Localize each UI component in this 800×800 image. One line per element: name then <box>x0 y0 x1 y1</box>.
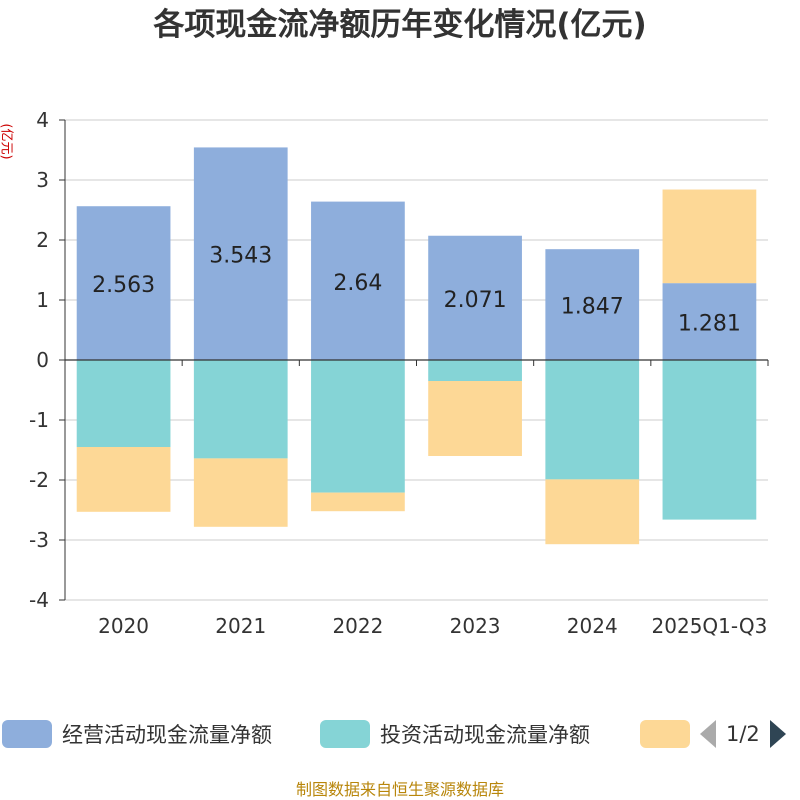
next-page-icon[interactable] <box>769 720 786 748</box>
data-label: 2.64 <box>333 271 382 296</box>
bar-segment <box>428 381 522 456</box>
x-tick-label: 2021 <box>215 614 266 638</box>
legend-swatch-financing <box>640 720 690 748</box>
legend-swatch-investing <box>320 720 370 748</box>
legend-label-operating: 经营活动现金流量净额 <box>62 723 272 747</box>
bar-segment <box>545 360 640 480</box>
data-label: 3.543 <box>209 244 272 269</box>
data-label: 1.281 <box>678 312 741 337</box>
bar-segment <box>662 189 757 284</box>
x-tick-label: 2023 <box>450 614 501 638</box>
data-label: 2.563 <box>92 273 155 298</box>
bar-segment <box>311 201 405 360</box>
x-tick-label: 2020 <box>98 614 149 638</box>
x-tick-label: 2024 <box>567 614 618 638</box>
x-tick-label: 2022 <box>332 614 383 638</box>
bar-segment <box>193 360 288 459</box>
y-tick-label: 2 <box>36 228 49 252</box>
y-tick-label: -3 <box>29 528 49 552</box>
bar-segment <box>545 249 640 360</box>
data-label: 1.847 <box>561 295 624 320</box>
y-tick-label: -2 <box>29 468 49 492</box>
bar-segment <box>76 447 171 512</box>
legend: 经营活动现金流量净额 投资活动现金流量净额 <box>0 714 800 754</box>
bar-segment <box>545 479 640 545</box>
prev-page-icon[interactable] <box>700 720 716 748</box>
bar-segment <box>193 147 288 360</box>
data-label: 2.071 <box>444 288 507 313</box>
bar-segment <box>662 283 757 360</box>
y-tick-label: -1 <box>29 408 49 432</box>
y-tick-label: 1 <box>36 288 49 312</box>
bar-segment <box>428 360 522 381</box>
chart-title: 各项现金流净额历年变化情况(亿元) <box>153 7 647 43</box>
legend-label-investing: 投资活动现金流量净额 <box>380 723 590 747</box>
y-tick-label: 3 <box>36 168 49 192</box>
bar-chart: 4 3 2 1 0 -1 -2 -3 -4 2.563 3.543 2.64 2.071 1.847 1.2… <box>29 108 769 638</box>
y-tick-label: 4 <box>36 108 49 132</box>
bar-segment <box>662 360 757 520</box>
y-tick-label: -4 <box>29 588 49 612</box>
bar-segment <box>193 458 288 527</box>
bar-segment <box>311 492 405 512</box>
legend-item-financing[interactable] <box>640 714 690 754</box>
bar-segment <box>76 206 171 360</box>
legend-page-indicator: 1/2 <box>726 722 760 746</box>
y-tick-label: 0 <box>36 348 49 372</box>
bar-segment <box>428 235 522 360</box>
legend-swatch-operating <box>2 720 52 748</box>
legend-pager: 1/2 <box>700 714 800 754</box>
data-source-note: 制图数据来自恒生聚源数据库 <box>295 780 504 799</box>
legend-item-investing[interactable]: 投资活动现金流量净额 <box>320 714 590 754</box>
legend-item-operating[interactable]: 经营活动现金流量净额 <box>2 714 272 754</box>
bar-segment <box>76 360 171 447</box>
x-tick-label: 2025Q1-Q3 <box>652 614 768 638</box>
bar-segment <box>311 360 405 493</box>
